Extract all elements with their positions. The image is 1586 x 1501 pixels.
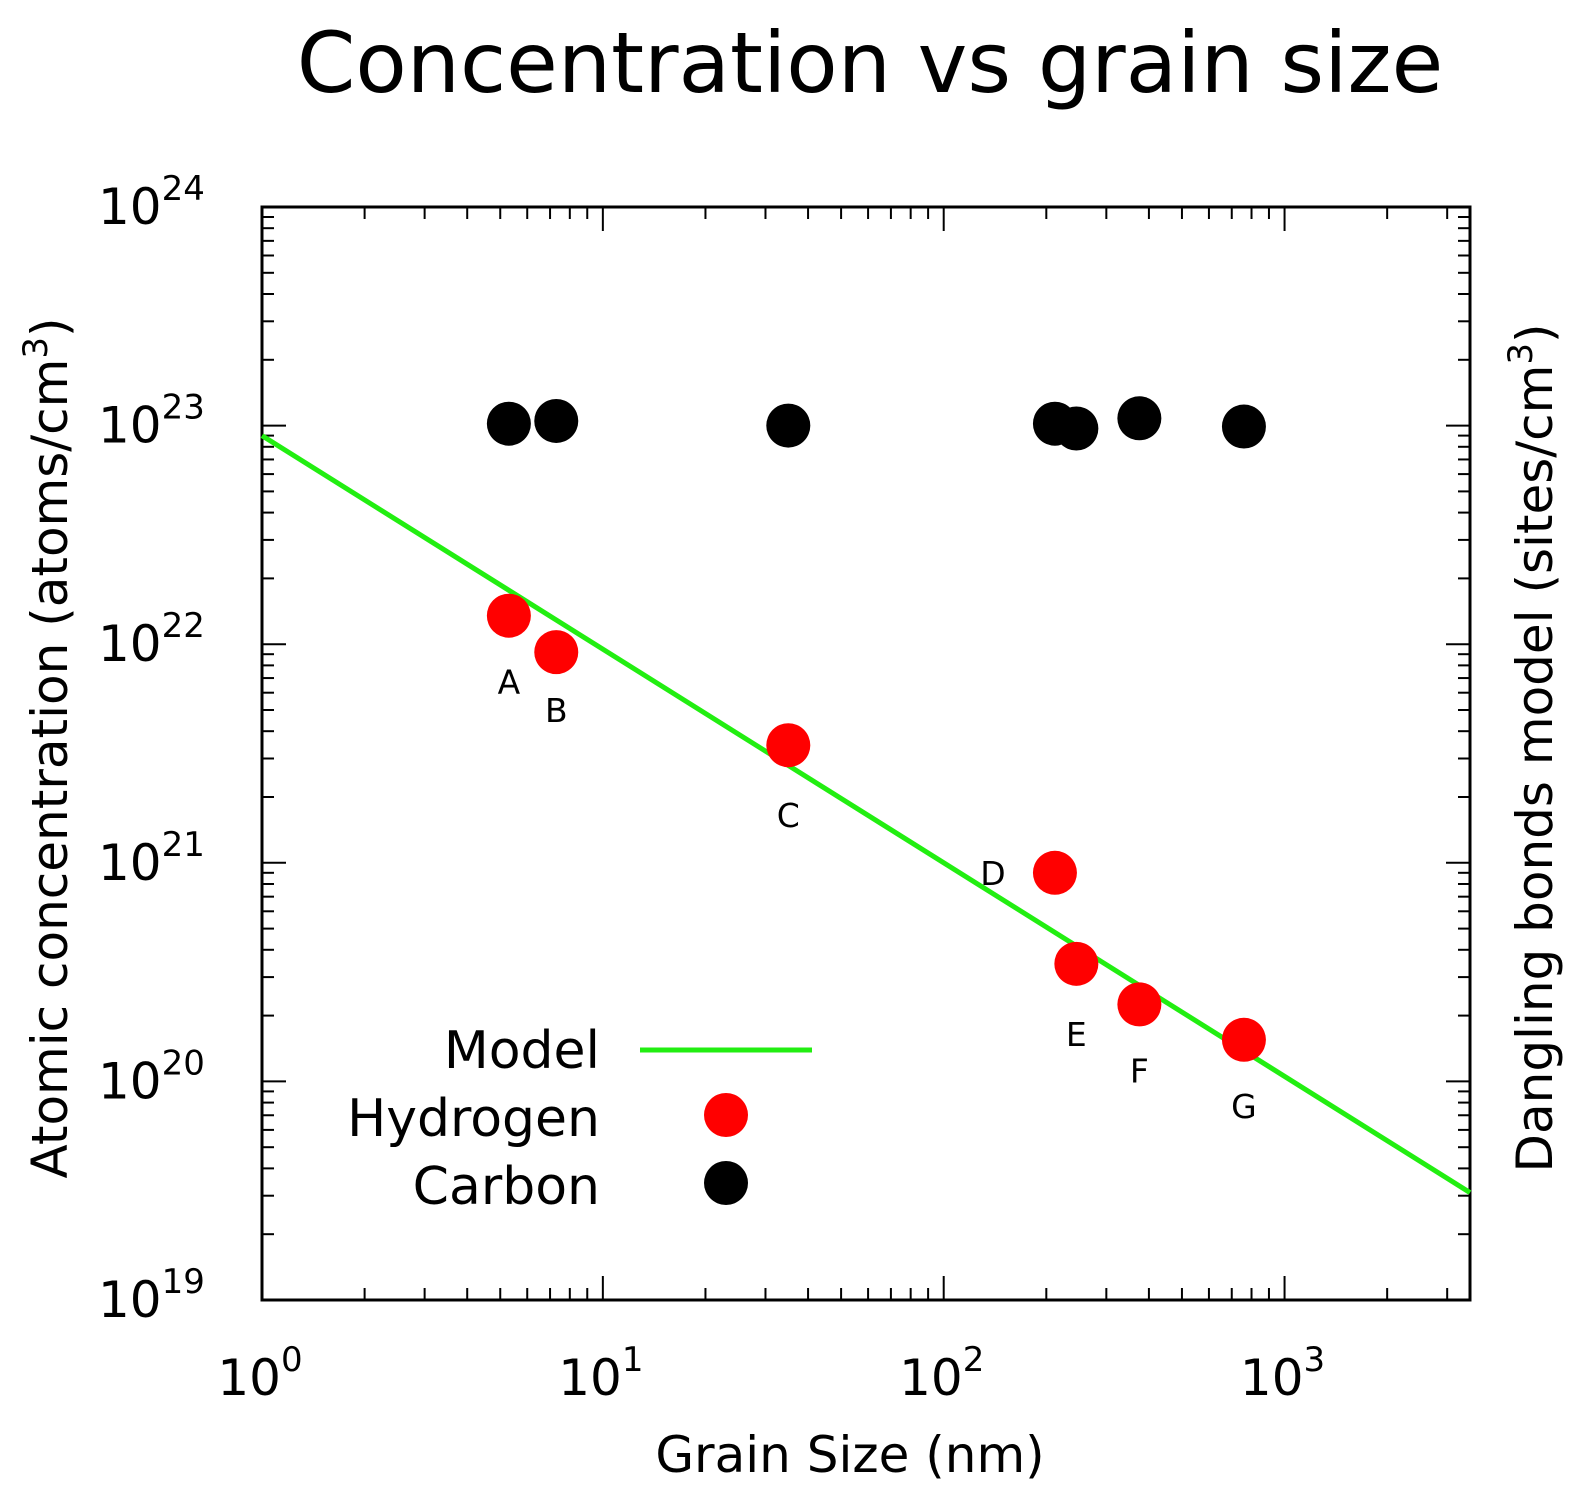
hydrogen-point [534,630,579,675]
carbon-point [1054,406,1099,451]
point-label-e: E [1066,1015,1087,1054]
y-axis-label: Atomic concentration (atoms/cm3) [16,318,79,1179]
legend-label-hydrogen: Hydrogen [347,1089,600,1149]
x-tick-label: 103 [1240,1340,1325,1407]
hydrogen-point [1117,982,1162,1027]
legend-label-model: Model [444,1021,600,1081]
carbon-series [486,396,1266,451]
y-tick-label: 1019 [98,1262,205,1329]
hydrogen-point [766,723,811,768]
point-label-f: F [1130,1051,1149,1090]
point-label-a: A [498,663,521,702]
point-label-g: G [1231,1087,1257,1126]
carbon-point [1117,396,1162,441]
point-labels: AB C D E F G [498,663,1257,1126]
axis-ticks [261,206,1470,1301]
carbon-point [1221,404,1266,449]
point-label-b: B [545,691,568,730]
tick-labels: 100 101 102 103 1019 1020 1021 1022 1023 1024 [98,169,1325,1407]
plot-frame [260,205,1472,1302]
hydrogen-point [486,593,531,638]
hydrogen-series [486,593,1266,1062]
hydrogen-point [1221,1017,1266,1062]
carbon-point [534,398,579,443]
y-tick-label: 1023 [98,388,205,455]
legend-swatch-hydrogen [704,1093,748,1137]
hydrogen-point [1054,941,1099,986]
x-tick-label: 100 [217,1340,302,1407]
legend: Model Hydrogen Carbon [347,1021,812,1217]
hydrogen-point [1032,850,1077,895]
y-tick-label: 1022 [98,606,205,673]
y-tick-label: 1021 [98,825,205,892]
chart-title: Concentration vs grain size [297,14,1444,112]
x-tick-label: 101 [558,1340,643,1407]
carbon-point [766,403,811,448]
legend-swatch-carbon [704,1161,748,1205]
carbon-point [486,401,531,446]
y-tick-label: 1024 [98,169,205,236]
x-tick-label: 102 [899,1340,984,1407]
point-label-c: C [777,796,800,835]
legend-label-carbon: Carbon [413,1157,600,1217]
point-label-d: D [980,854,1005,893]
model-line [260,433,1472,1195]
plot-border [260,205,1472,1302]
y-tick-label: 1020 [98,1043,205,1110]
model-series [260,433,1472,1195]
x-axis-label: Grain Size (nm) [655,1426,1044,1484]
y2-axis-label: Dangling bonds model (sites/cm3) [1501,323,1564,1172]
